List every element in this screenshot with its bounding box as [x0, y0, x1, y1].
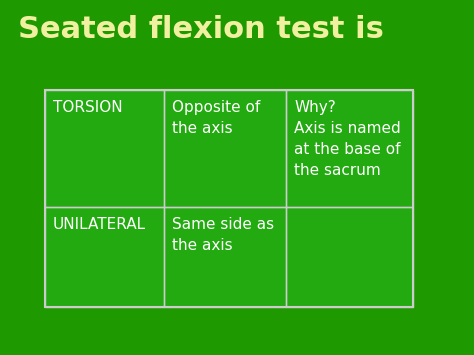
Text: Why?
Axis is named
at the base of
the sacrum: Why? Axis is named at the base of the sa…	[294, 100, 401, 178]
Text: Same side as
the axis: Same side as the axis	[172, 217, 273, 253]
Bar	[286, 207, 413, 307]
Bar	[164, 90, 286, 207]
Bar	[286, 90, 413, 207]
Text: UNILATERAL: UNILATERAL	[53, 217, 146, 232]
Bar	[45, 207, 164, 307]
Text: Seated flexion test is: Seated flexion test is	[18, 15, 384, 44]
Bar	[164, 207, 286, 307]
Bar	[45, 90, 164, 207]
Bar	[45, 90, 413, 307]
Text: Opposite of
the axis: Opposite of the axis	[172, 100, 260, 136]
Text: TORSION: TORSION	[53, 100, 123, 115]
